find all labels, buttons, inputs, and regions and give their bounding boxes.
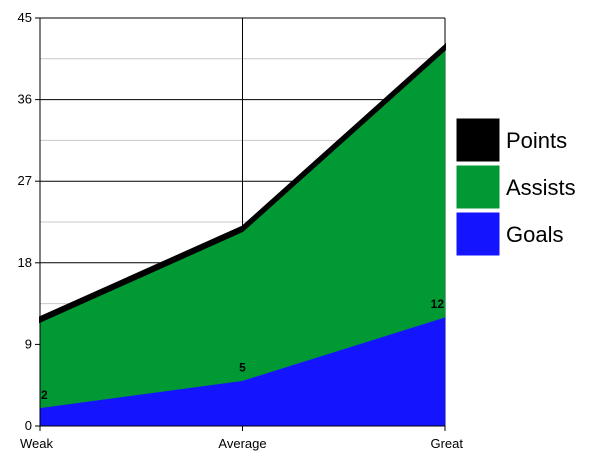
x-tick-label: Great bbox=[430, 436, 463, 451]
legend-swatch-assists bbox=[455, 164, 501, 210]
legend: Points Assists Goals bbox=[455, 117, 576, 257]
data-label-goals: 5 bbox=[239, 361, 246, 375]
y-tick-label: 0 bbox=[25, 418, 32, 433]
legend-swatch-points bbox=[455, 117, 501, 163]
legend-label-goals: Goals bbox=[506, 222, 563, 247]
data-label-goals: 2 bbox=[41, 388, 48, 402]
y-tick-label: 9 bbox=[25, 336, 32, 351]
y-tick-label: 18 bbox=[18, 255, 32, 270]
y-tick-label: 27 bbox=[18, 173, 32, 188]
y-tick-label: 45 bbox=[18, 10, 32, 25]
y-tick-label: 36 bbox=[18, 92, 32, 107]
data-label-goals: 12 bbox=[431, 297, 445, 311]
legend-label-assists: Assists bbox=[506, 175, 576, 200]
x-tick-label: Average bbox=[218, 436, 266, 451]
x-tick-label: Weak bbox=[20, 436, 53, 451]
legend-label-points: Points bbox=[506, 128, 567, 153]
legend-swatch-goals bbox=[455, 211, 501, 257]
